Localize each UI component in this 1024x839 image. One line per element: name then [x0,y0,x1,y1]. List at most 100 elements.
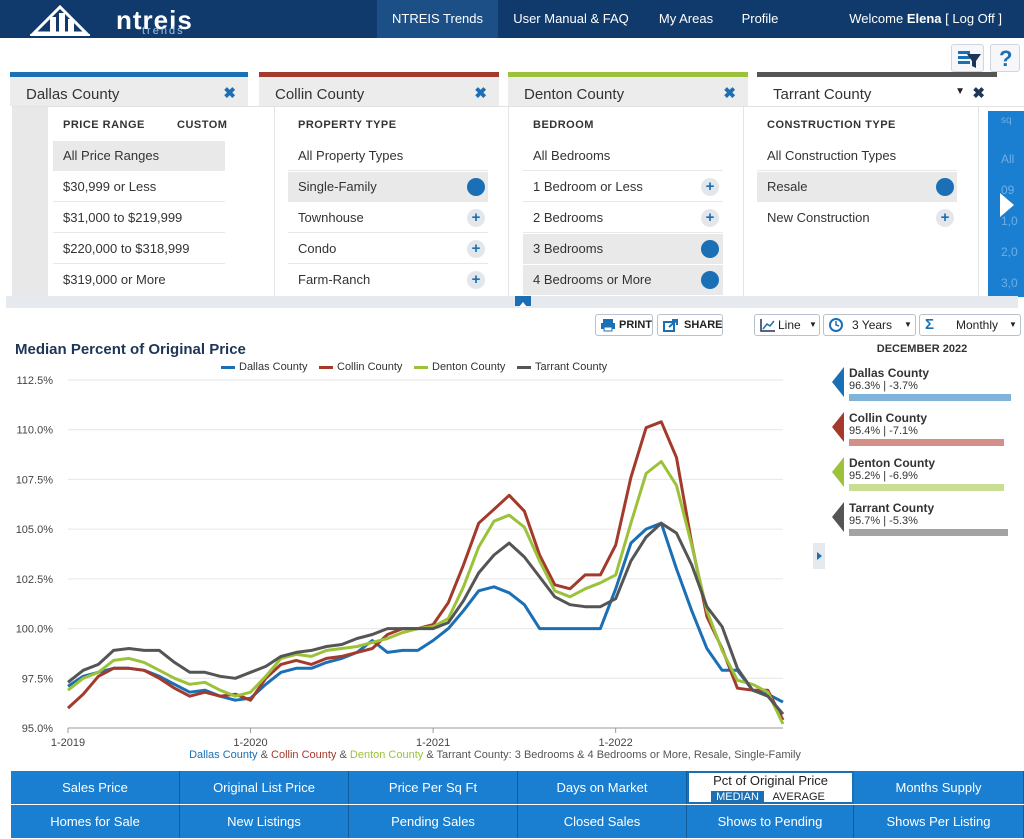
nav-profile[interactable]: Profile [741,11,779,26]
share-button[interactable]: SHARE [657,314,723,336]
close-icon[interactable]: ✖ [474,85,487,102]
chart-type-label: Line [778,318,801,332]
add-icon[interactable]: + [701,209,719,227]
legend-item[interactable]: Denton County [414,360,505,374]
price-option[interactable]: All Price Ranges [53,141,225,171]
bedroom-option[interactable]: 4 Bedrooms or More [523,265,723,295]
tab-denton-county[interactable]: Denton County ✖ [508,72,748,106]
help-button[interactable]: ? [990,44,1020,72]
time-range-label: 3 Years [852,318,893,332]
metric-homes-for-sale[interactable]: Homes for Sale [11,805,180,838]
legend-item[interactable]: Collin County [319,360,402,374]
add-icon[interactable]: + [467,271,485,289]
filter-peek-text: 2,0 [1001,245,1018,259]
filter-toggle-button[interactable] [951,44,984,72]
chevron-down-icon[interactable]: ▼ [955,86,965,97]
summary-toggle-button[interactable] [813,543,825,569]
summary-value: 95.4% | -7.1% [849,425,918,437]
price-option[interactable]: $220,000 to $318,999 [53,234,225,264]
metric-pending-sales[interactable]: Pending Sales [349,805,518,838]
summary-item-denton[interactable]: Denton County 95.2% | -6.9% [832,456,1024,497]
summary-value: 95.7% | -5.3% [849,515,918,527]
nav-my-areas[interactable]: My Areas [658,11,714,26]
bedroom-option[interactable]: All Bedrooms [523,141,723,171]
share-label: SHARE [684,319,723,331]
column-divider [508,107,509,297]
y-tick-label: 107.5% [16,474,54,486]
panel-left-scroll[interactable] [12,107,48,297]
interval-select[interactable]: Σ Monthly ▼ [919,314,1021,336]
summary-item-tarrant[interactable]: Tarrant County 95.7% | -5.3% [832,501,1024,542]
logo-subtext: trends [142,25,185,37]
summary-name: Tarrant County [849,501,935,515]
tab-dallas-county[interactable]: Dallas County ✖ [10,72,248,106]
close-icon[interactable]: ✖ [723,85,736,102]
property-option[interactable]: Condo [288,234,488,264]
close-icon[interactable]: ✖ [972,85,985,102]
average-toggle[interactable]: AVERAGE [772,791,825,803]
construction-option[interactable]: New Construction [767,210,870,225]
logoff-link[interactable]: [ Log Off ] [945,11,1002,26]
add-icon[interactable]: + [467,240,485,258]
filter-peek-text: sq [1001,115,1012,126]
tab-tarrant-county[interactable]: Tarrant County ▼ ✖ [757,72,997,106]
column-divider [743,107,744,297]
metric-shows-per-listing[interactable]: Shows Per Listing [854,805,1024,838]
bedroom-option[interactable]: 1 Bedroom or Less [523,172,723,202]
chart-type-select[interactable]: Line ▼ [754,314,820,336]
metric-sales-price[interactable]: Sales Price [11,771,180,804]
custom-price-link[interactable]: CUSTOM [177,119,228,131]
add-icon[interactable]: + [467,209,485,227]
median-toggle[interactable]: MEDIAN [711,791,764,804]
price-option[interactable]: $319,000 or More [63,272,166,287]
metric-pct-of-original-price[interactable]: Pct of Original Price MEDIAN AVERAGE [687,771,854,804]
price-option[interactable]: $30,999 or Less [53,172,225,202]
print-button[interactable]: PRINT [595,314,653,336]
nav-user-manual[interactable]: User Manual & FAQ [513,11,629,26]
pointer-icon [832,412,844,442]
nav-ntreis-trends[interactable]: NTREIS Trends [377,0,498,38]
metric-days-on-market[interactable]: Days on Market [518,771,687,804]
property-option[interactable]: All Property Types [288,141,488,171]
tab-label: Collin County [275,86,365,103]
ntreis-logo[interactable]: ntreis trends [30,3,192,37]
construction-option[interactable]: Resale [757,172,957,202]
user-name: Elena [906,11,942,26]
price-option[interactable]: $31,000 to $219,999 [53,203,225,233]
subtitle-part: Denton County [349,749,424,761]
bedroom-option[interactable]: 2 Bedrooms [523,203,723,233]
legend-item[interactable]: Tarrant County [517,360,607,374]
summary-item-dallas[interactable]: Dallas County 96.3% | -3.7% [832,366,1024,407]
add-icon[interactable]: + [936,209,954,227]
collapse-filters-bar[interactable] [6,296,1018,308]
construction-option[interactable]: All Construction Types [757,141,957,171]
legend-item[interactable]: Dallas County [221,360,307,374]
legend-label: Tarrant County [535,361,608,373]
selected-dot-icon[interactable] [701,240,719,258]
y-tick-label: 100.0% [16,624,54,636]
metric-original-list-price[interactable]: Original List Price [180,771,349,804]
time-range-select[interactable]: 3 Years ▼ [823,314,916,336]
metric-months-supply[interactable]: Months Supply [854,771,1024,804]
selected-dot-icon[interactable] [936,178,954,196]
summary-item-collin[interactable]: Collin County 95.4% | -7.1% [832,411,1024,452]
add-icon[interactable]: + [701,178,719,196]
metric-shows-to-pending[interactable]: Shows to Pending [687,805,854,838]
selected-dot-icon[interactable] [467,178,485,196]
tab-label: Dallas County [26,86,120,103]
legend-swatch [517,365,531,369]
legend-swatch [221,365,235,369]
metric-new-listings[interactable]: New Listings [180,805,349,838]
close-icon[interactable]: ✖ [223,85,236,102]
metric-price-per-sqft[interactable]: Price Per Sq Ft [349,771,518,804]
x-tick-label: 1-2021 [416,737,450,749]
bedroom-option[interactable]: 3 Bedrooms [523,234,723,264]
selected-dot-icon[interactable] [701,271,719,289]
next-filters-button[interactable]: sq All 09 1,0 2,0 3,0 [988,111,1024,297]
property-option[interactable]: Farm-Ranch [298,272,371,287]
tab-collin-county[interactable]: Collin County ✖ [259,72,499,106]
summary-name: Denton County [849,456,935,470]
property-option[interactable]: Single-Family [288,172,488,202]
metric-closed-sales[interactable]: Closed Sales [518,805,687,838]
property-option[interactable]: Townhouse [288,203,488,233]
